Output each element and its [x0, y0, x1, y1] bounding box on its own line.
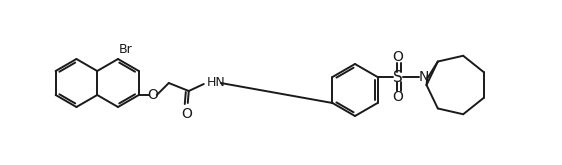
Text: O: O [147, 88, 158, 102]
Text: O: O [392, 90, 403, 104]
Text: O: O [182, 107, 192, 121]
Text: HN: HN [207, 76, 225, 88]
Text: S: S [393, 69, 402, 84]
Text: O: O [392, 50, 403, 64]
Text: N: N [418, 70, 429, 84]
Text: Br: Br [119, 43, 133, 56]
